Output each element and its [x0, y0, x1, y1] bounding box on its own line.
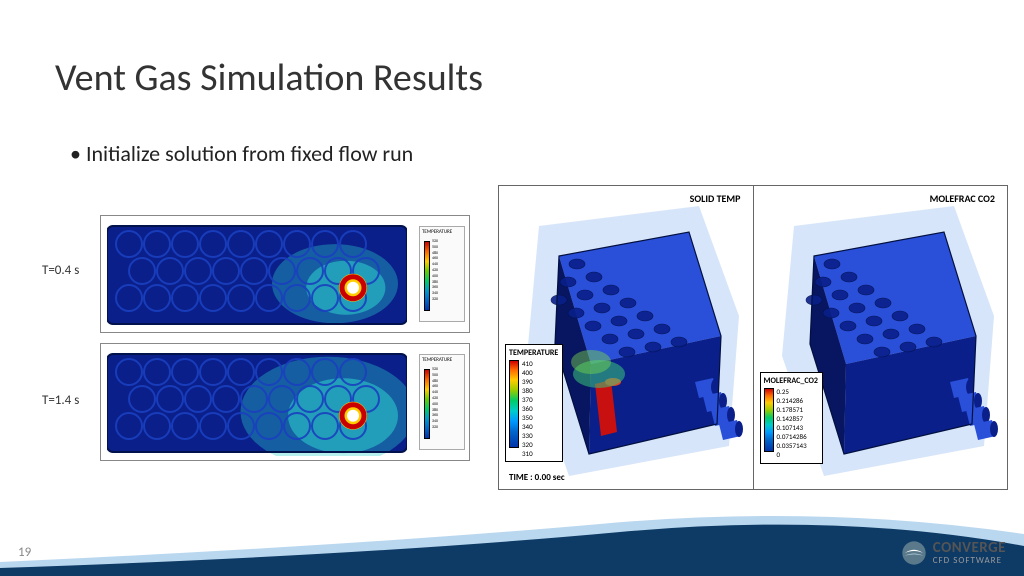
decorative-swoosh	[0, 486, 1024, 576]
legend-values: 0.250.2142860.1785710.1428570.1071430.07…	[777, 388, 807, 460]
left-sim-group: T=0.4 s TEMPERATURE 52050048046044042040…	[100, 215, 480, 471]
module-render-2	[107, 350, 407, 456]
bullet-1: Initialize solution from fixed flow run	[70, 140, 490, 169]
logo-sub-text: CFD SOFTWARE	[933, 556, 1006, 565]
panel-solid-temp: SOLID TEMP TEMPERATURE 41040039038037036…	[498, 185, 753, 490]
logo-main-text: CONVERGE	[933, 541, 1006, 556]
legend-ticks: 520500480460440420400380360340320	[432, 239, 438, 303]
panel-molefrac: MOLEFRAC CO2 MOLEFRAC_CO2 0.250.2142860.…	[753, 185, 1009, 490]
right-3d-group: SOLID TEMP TEMPERATURE 41040039038037036…	[498, 185, 1008, 490]
time-label-2: T=1.4 s	[42, 393, 79, 408]
panel-title-solid: SOLID TEMP	[690, 192, 741, 205]
colorbar-icon	[424, 369, 430, 439]
slide-root: { "title": "Vent Gas Simulation Results"…	[0, 0, 1024, 576]
panel-title-molefrac: MOLEFRAC CO2	[930, 192, 995, 205]
colorbar-icon	[764, 388, 774, 452]
sim-panel-t14: TEMPERATURE 5205004804604404204003803603…	[100, 343, 470, 461]
temp-legend-mini-1: TEMPERATURE 5205004804604404204003803603…	[419, 226, 465, 322]
colorbar-icon	[424, 241, 430, 311]
module-render-1	[107, 222, 407, 328]
time-label-1: T=0.4 s	[42, 263, 79, 278]
converge-logo-icon	[901, 540, 927, 566]
slide-title: Vent Gas Simulation Results	[55, 55, 483, 101]
brand-logo: CONVERGE CFD SOFTWARE	[901, 540, 1006, 566]
time-readout: TIME : 0.00 sec	[509, 472, 565, 483]
sim-panel-t04: TEMPERATURE 5205004804604404204003803603…	[100, 215, 470, 333]
legend-ticks: 520500480460440420400380360340320	[432, 367, 438, 431]
temp-legend-mini-2: TEMPERATURE 5205004804604404204003803603…	[419, 354, 465, 450]
legend-values: 410400390380370360350340330320310	[522, 360, 533, 458]
legend-molefrac: MOLEFRAC_CO2 0.250.2142860.1785710.14285…	[760, 372, 823, 464]
colorbar-icon	[509, 360, 519, 448]
page-number: 19	[18, 545, 31, 560]
legend-temp-3d: TEMPERATURE 4104003903803703603503403303…	[505, 344, 563, 462]
